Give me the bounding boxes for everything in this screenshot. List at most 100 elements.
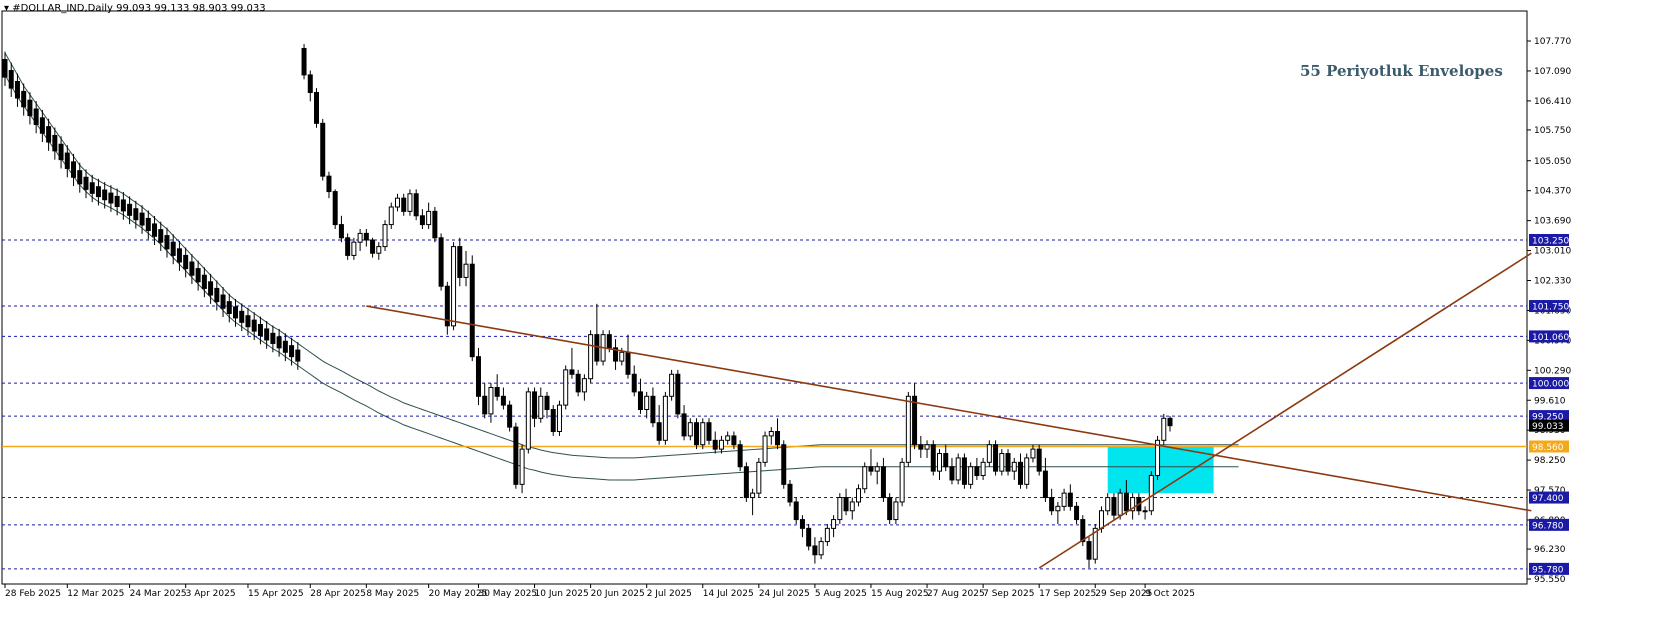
y-tick-label: 104.370 <box>1534 187 1571 197</box>
candle-body <box>1067 492 1073 507</box>
candle-body <box>899 461 905 503</box>
candle-body <box>1011 461 1017 472</box>
candle-body <box>532 391 538 419</box>
candle-body <box>164 235 170 250</box>
candle-body <box>725 435 731 441</box>
candle-body <box>681 413 687 437</box>
candle-body <box>762 435 768 463</box>
candle-body <box>133 208 139 221</box>
x-tick-label: 15 Apr 2025 <box>248 589 304 599</box>
candle-body <box>1017 461 1023 485</box>
ascending-trend-line[interactable] <box>1038 252 1532 569</box>
candle-body <box>295 349 301 362</box>
candle-body <box>1155 439 1161 477</box>
level-badge: 100.000 <box>1532 380 1569 390</box>
candle-body <box>345 237 351 256</box>
y-tick-label: 105.750 <box>1534 126 1571 136</box>
candle-body <box>201 274 207 289</box>
candle-body <box>208 281 214 296</box>
candle-body <box>700 422 706 446</box>
x-tick-label: 29 Sep 2025 <box>1095 589 1152 599</box>
candle-body <box>799 519 805 529</box>
level-badge: 103.250 <box>1532 236 1569 246</box>
candle-body <box>1049 497 1055 512</box>
level-badge-bg <box>1529 330 1569 343</box>
candle-body <box>432 210 438 239</box>
candle-body <box>662 395 668 441</box>
candle-body <box>893 501 899 521</box>
x-tick-label: 20 Jun 2025 <box>591 589 645 599</box>
y-tick-label: 105.050 <box>1534 157 1571 167</box>
candle-body <box>438 237 444 287</box>
level-badge: 99.250 <box>1532 413 1564 423</box>
candle-body <box>413 193 419 217</box>
candle-body <box>176 248 182 263</box>
candle-body <box>52 134 58 152</box>
candle-body <box>46 126 52 143</box>
candle-body <box>613 347 619 362</box>
candle-body <box>326 175 332 193</box>
candle-body <box>338 224 344 239</box>
candle-body <box>1167 417 1173 427</box>
candle-body <box>152 223 158 237</box>
support-badge: 98.560 <box>1532 443 1564 453</box>
candle-body <box>388 206 394 226</box>
level-badge-bg <box>1529 377 1569 390</box>
y-tick-label: 102.330 <box>1534 277 1571 287</box>
y-tick-label: 98.250 <box>1534 456 1566 466</box>
candle-body <box>382 224 388 248</box>
candle-body <box>1130 497 1136 512</box>
level-badge: 97.400 <box>1532 494 1564 504</box>
candle-body <box>986 444 992 463</box>
candle-body <box>276 336 282 349</box>
candle-body <box>77 170 83 185</box>
candle-body <box>488 386 494 415</box>
candle-body <box>594 334 600 362</box>
candle-body <box>475 356 481 397</box>
candle-body <box>21 90 27 108</box>
candle-body <box>357 232 363 243</box>
y-tick-label: 103.010 <box>1534 247 1571 257</box>
candle-body <box>525 391 531 450</box>
candle-body <box>619 351 625 362</box>
candle-body <box>482 395 488 415</box>
candle-body <box>862 466 868 490</box>
candle-body <box>937 453 942 472</box>
ohlc-readout: 99.093 99.133 98.903 99.033 <box>116 3 266 14</box>
x-tick-label: 24 Mar 2025 <box>130 589 187 599</box>
candle-body <box>544 395 550 410</box>
descending-trend-line[interactable] <box>366 305 1532 512</box>
candle-body <box>1117 492 1123 516</box>
candle-body <box>712 439 718 450</box>
level-badge-bg <box>1529 300 1569 313</box>
candle-body <box>233 306 239 319</box>
candle-body <box>756 461 762 494</box>
candle-body <box>812 545 818 556</box>
candle-body <box>145 217 151 232</box>
candle-body <box>513 426 519 485</box>
level-badge-bg <box>1529 562 1569 575</box>
candle-body <box>1080 519 1086 543</box>
level-badge: 96.780 <box>1532 521 1564 531</box>
level-badge: 101.060 <box>1532 333 1569 343</box>
candle-body <box>924 444 930 450</box>
candle-body <box>737 444 743 468</box>
level-badge-bg <box>1529 518 1569 531</box>
candle-body <box>993 444 999 472</box>
candle-body <box>282 340 288 353</box>
candle-body <box>669 373 675 397</box>
current-price-badge: 99.033 <box>1532 422 1564 432</box>
chart-menu-icon[interactable]: ▾ <box>4 3 10 14</box>
candle-body <box>930 444 936 472</box>
candle-body <box>71 161 77 178</box>
level-badge-bg <box>1529 233 1569 246</box>
candle-body <box>33 108 39 125</box>
envelope-upper-line <box>4 52 1239 459</box>
candle-body <box>27 99 33 117</box>
candle-body <box>158 229 164 243</box>
candle-body <box>426 210 432 226</box>
candle-body <box>407 193 413 212</box>
candle-body <box>656 422 662 441</box>
candle-body <box>918 444 924 450</box>
